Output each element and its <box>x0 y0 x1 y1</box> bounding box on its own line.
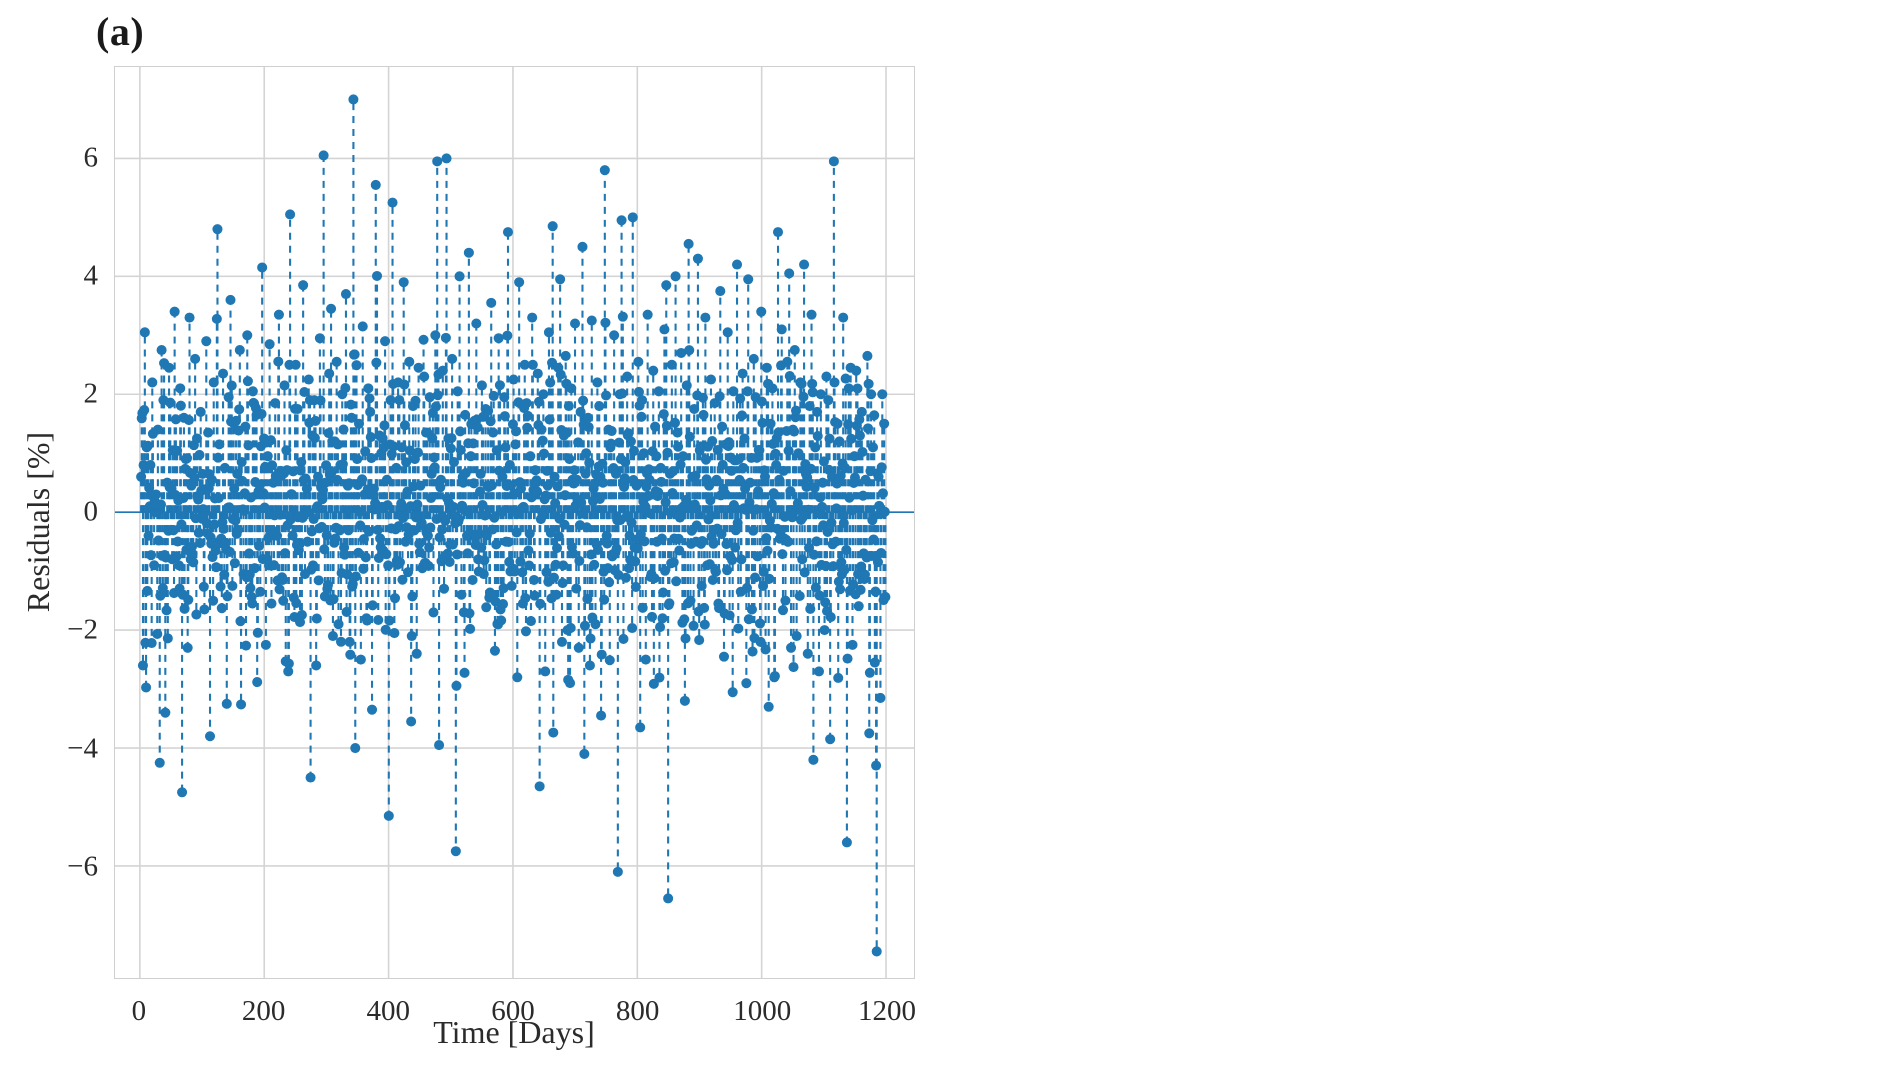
panel-a-ytick-1: −4 <box>67 732 98 765</box>
panel-a-xtick-2: 400 <box>366 995 411 1027</box>
stem-markers <box>136 94 891 957</box>
panel-a: (a) −6 −4 −2 0 2 4 6 0 200 400 600 800 1000 1200 Tim… <box>20 9 916 1050</box>
panel-b: (b) 0.000.050.100.150.20 −10−505 Residua… <box>946 0 1892 1074</box>
panel-a-ytick-5: 4 <box>83 259 99 292</box>
panel-a-xtick-3: 600 <box>491 995 535 1027</box>
panel-b-ytick-1: 0.05 <box>1882 763 1892 792</box>
panel-a-ytick-2: −2 <box>67 613 98 646</box>
panel-a-label: (a) <box>96 9 145 54</box>
panel-a-xtick-4: 800 <box>615 995 660 1027</box>
panel-a-xtick-0: 0 <box>131 995 147 1027</box>
panel-a-xtick-1: 200 <box>241 995 286 1027</box>
panel-a-xtick-5: 1000 <box>733 995 792 1027</box>
panel-b-ytick-4: 0.20 <box>1882 223 1892 252</box>
panel-a-ytick-3: 0 <box>83 495 99 528</box>
panel-a-y-axis-title: Residuals [%] <box>20 431 56 613</box>
panel-a-x-axis-title: Time [Days] <box>433 1014 595 1050</box>
panel-a-ytick-0: −6 <box>67 850 98 883</box>
panel-a-canvas <box>115 67 914 978</box>
panel-a-ytick-6: 6 <box>83 141 99 174</box>
panel-a-xtick-6: 1200 <box>857 995 916 1027</box>
panel-b-ytick-0: 0.00 <box>1882 943 1892 972</box>
panel-a-ytick-4: 2 <box>83 377 99 410</box>
panel-a-plot-area <box>114 66 915 979</box>
panel-b-ytick-3: 0.15 <box>1882 403 1892 432</box>
panel-b-ytick-2: 0.10 <box>1882 583 1892 612</box>
